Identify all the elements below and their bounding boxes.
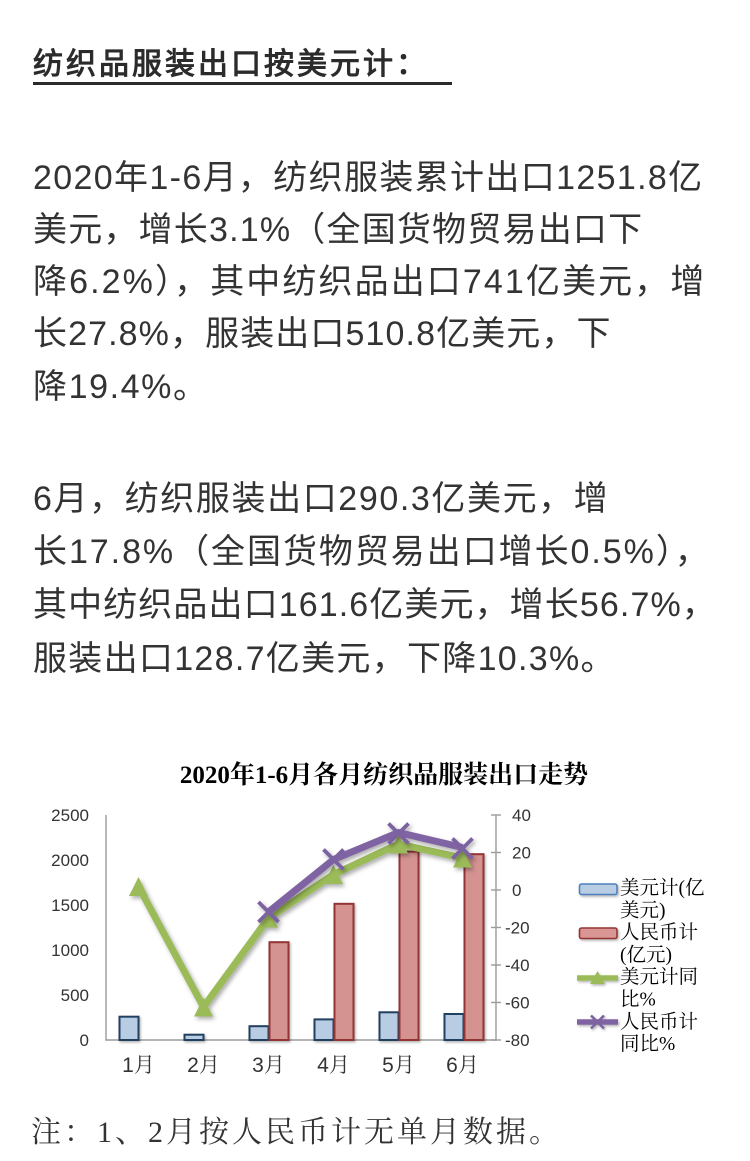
svg-text:1月: 1月: [122, 1054, 155, 1077]
svg-text:人民币计: 人民币计: [620, 922, 698, 944]
svg-text:-40: -40: [505, 956, 530, 975]
svg-text:2000: 2000: [51, 851, 89, 870]
svg-text:美元计同: 美元计同: [620, 966, 698, 988]
svg-text:3月: 3月: [252, 1054, 285, 1077]
svg-text:1500: 1500: [51, 896, 89, 915]
svg-text:同比%: 同比%: [620, 1033, 675, 1055]
svg-text:0: 0: [80, 1031, 89, 1050]
svg-text:500: 500: [61, 986, 89, 1005]
svg-text:5月: 5月: [382, 1054, 415, 1077]
svg-text:4月: 4月: [317, 1054, 350, 1077]
svg-text:2500: 2500: [51, 806, 89, 825]
svg-text:2020年1-6月各月纺织品服装出口走势: 2020年1-6月各月纺织品服装出口走势: [180, 760, 588, 789]
svg-text:0: 0: [512, 881, 521, 900]
svg-text:美元计(亿: 美元计(亿: [620, 877, 705, 899]
svg-text:-60: -60: [505, 994, 530, 1013]
svg-text:-80: -80: [505, 1031, 530, 1050]
svg-text:比%: 比%: [620, 989, 656, 1011]
svg-text:(亿元): (亿元): [620, 944, 672, 966]
svg-text:人民币计: 人民币计: [620, 1011, 698, 1033]
svg-text:40: 40: [512, 806, 531, 825]
svg-text:20: 20: [512, 844, 531, 863]
svg-text:美元): 美元): [620, 899, 666, 921]
svg-text:1000: 1000: [51, 941, 89, 960]
svg-text:6月: 6月: [446, 1054, 479, 1077]
svg-text:2月: 2月: [187, 1054, 220, 1077]
svg-text:-20: -20: [505, 919, 530, 938]
